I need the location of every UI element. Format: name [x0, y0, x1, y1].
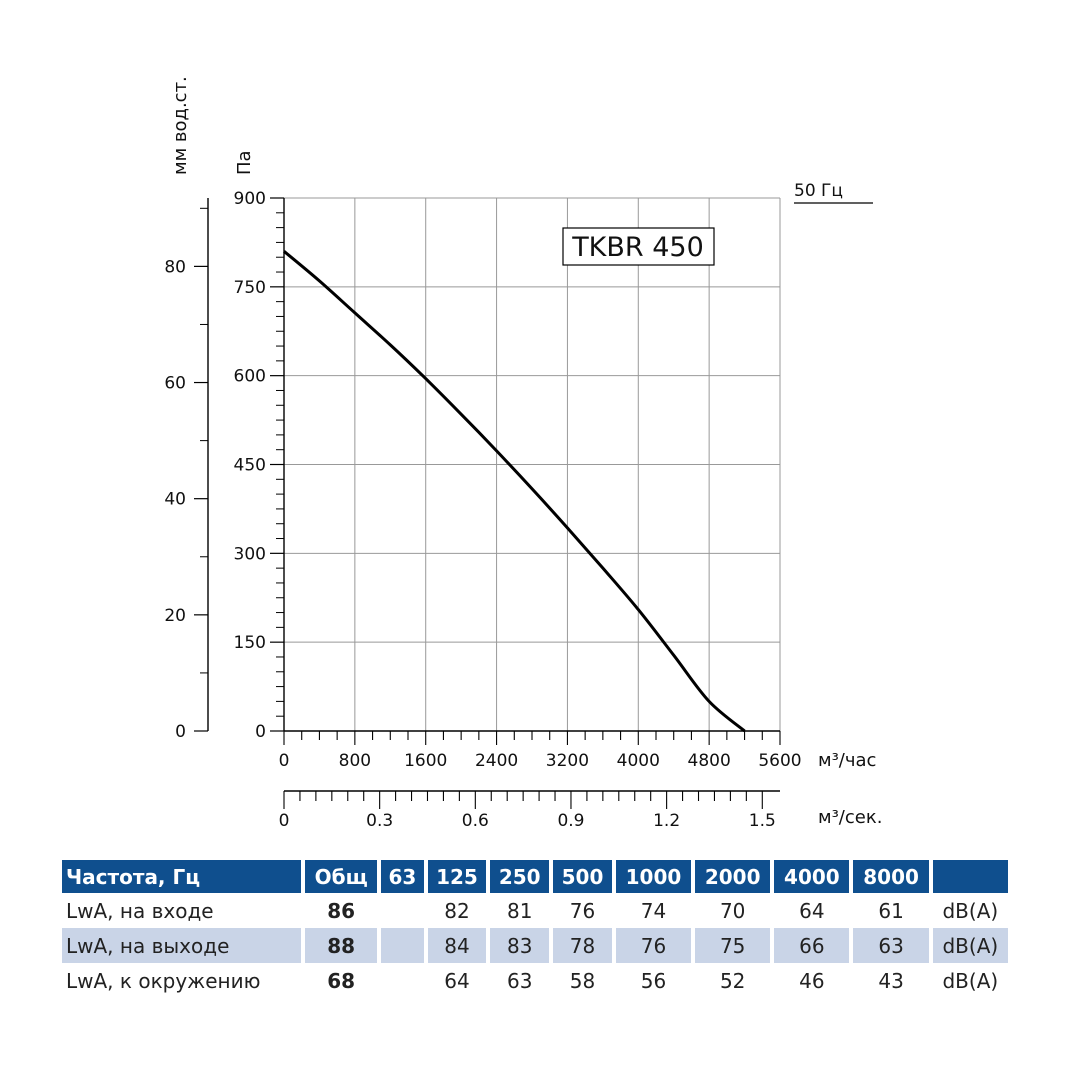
pa-tick-label: 0 — [255, 722, 266, 742]
row-label: LwA, на входе — [66, 898, 214, 923]
table-cell: 70 — [719, 898, 746, 923]
row-label: LwA, к окружению — [66, 968, 261, 993]
table-cell: 46 — [799, 968, 825, 993]
row-label: LwA, на выходе — [62, 928, 302, 963]
hour-tick-label: 4000 — [617, 751, 660, 771]
pa-tick-label: 450 — [234, 456, 266, 476]
table-cell: 52 — [719, 968, 746, 993]
noise-level-table: Частота, Гц Общ 63 125 250 500 1000 2000… — [58, 860, 1012, 998]
frequency-label: 50 Гц — [794, 181, 843, 201]
pa-tick-label: 600 — [234, 367, 266, 387]
unit-cell: dB(A) — [942, 968, 999, 993]
freq-125-header: 125 — [427, 860, 487, 893]
sec-tick-label: 0.3 — [366, 811, 393, 831]
freq-2000-header: 2000 — [695, 860, 771, 893]
x-axis-sec-label: м³/сек. — [818, 807, 882, 828]
table-cell: 58 — [569, 968, 596, 993]
freq-4000-header: 4000 — [774, 860, 850, 893]
hour-tick-label: 800 — [339, 751, 371, 771]
table-cell: 82 — [444, 898, 470, 923]
y-axis-mm-label: мм вод.ст. — [170, 76, 191, 175]
freq-250-header: 250 — [490, 860, 550, 893]
total-value: 68 — [327, 968, 356, 993]
freq-500-header: 500 — [553, 860, 612, 893]
hour-tick-label: 2400 — [475, 751, 518, 771]
hour-tick-label: 1600 — [404, 751, 447, 771]
table-cell — [381, 928, 424, 963]
pa-tick-label: 750 — [234, 278, 266, 298]
model-label: TKBR 450 — [571, 232, 704, 263]
total-header: Общ — [305, 860, 378, 893]
mm-tick-label: 60 — [164, 374, 186, 394]
hour-tick-label: 5600 — [758, 751, 801, 771]
table-cell: 74 — [640, 898, 667, 923]
y-axis-pa-label: Па — [234, 150, 255, 175]
table-cell — [381, 963, 423, 998]
mm-tick-label: 0 — [175, 722, 186, 742]
table-cell: 64 — [444, 968, 470, 993]
model-label-box — [562, 227, 715, 266]
table-row: LwA, к окружению 68 64 63 58 56 52 46 43… — [62, 963, 1008, 998]
table-cell: 63 — [507, 968, 533, 993]
freq-63-header: 63 — [381, 860, 424, 893]
sec-tick-label: 0.6 — [462, 811, 489, 831]
table-cell: 81 — [507, 898, 533, 923]
table-cell: 83 — [490, 928, 550, 963]
pa-tick-label: 150 — [234, 633, 266, 653]
table-cell: 84 — [427, 928, 487, 963]
table-cell: 76 — [569, 898, 596, 923]
table-cell: 43 — [878, 968, 904, 993]
hour-tick-label: 0 — [279, 751, 290, 771]
chart-grid — [283, 197, 781, 732]
sec-tick-label: 0.9 — [557, 811, 584, 831]
table-cell: 61 — [878, 898, 904, 923]
chart-ticks — [194, 197, 781, 809]
table-cell: 75 — [695, 928, 771, 963]
total-value: 86 — [327, 898, 356, 923]
unit-cell: dB(A) — [942, 898, 999, 923]
mm-tick-label: 80 — [164, 257, 186, 277]
table-cell — [381, 893, 423, 928]
sec-tick-label: 0 — [279, 811, 290, 831]
mm-tick-label: 40 — [164, 490, 186, 510]
frequency-header: Частота, Гц — [62, 860, 302, 893]
unit-cell: dB(A) — [932, 928, 1008, 963]
freq-8000-header: 8000 — [853, 860, 929, 893]
sec-tick-label: 1.2 — [653, 811, 680, 831]
table-row: LwA, на выходе 88 84 83 78 76 75 66 63 d… — [62, 928, 1008, 963]
pa-tick-label: 300 — [234, 544, 266, 564]
table-row: LwA, на входе 86 82 81 76 74 70 64 61 dB… — [62, 893, 1008, 928]
sec-tick-label: 1.5 — [749, 811, 776, 831]
mm-tick-label: 20 — [164, 606, 186, 626]
x-axis-hour-label: м³/час — [818, 750, 876, 771]
table-cell: 63 — [853, 928, 929, 963]
hour-tick-label: 3200 — [546, 751, 589, 771]
table-cell: 76 — [615, 928, 692, 963]
table-cell: 56 — [640, 968, 667, 993]
table-cell: 78 — [553, 928, 612, 963]
pa-tick-label: 900 — [234, 189, 266, 209]
table-cell: 66 — [774, 928, 850, 963]
pressure-flow-curve — [283, 250, 746, 733]
hour-tick-label: 4800 — [688, 751, 731, 771]
table-cell: 64 — [799, 898, 825, 923]
noise-table-header-row: Частота, Гц Общ 63 125 250 500 1000 2000… — [62, 860, 1008, 893]
freq-1000-header: 1000 — [615, 860, 692, 893]
total-value: 88 — [305, 928, 378, 963]
unit-header — [932, 860, 1008, 893]
